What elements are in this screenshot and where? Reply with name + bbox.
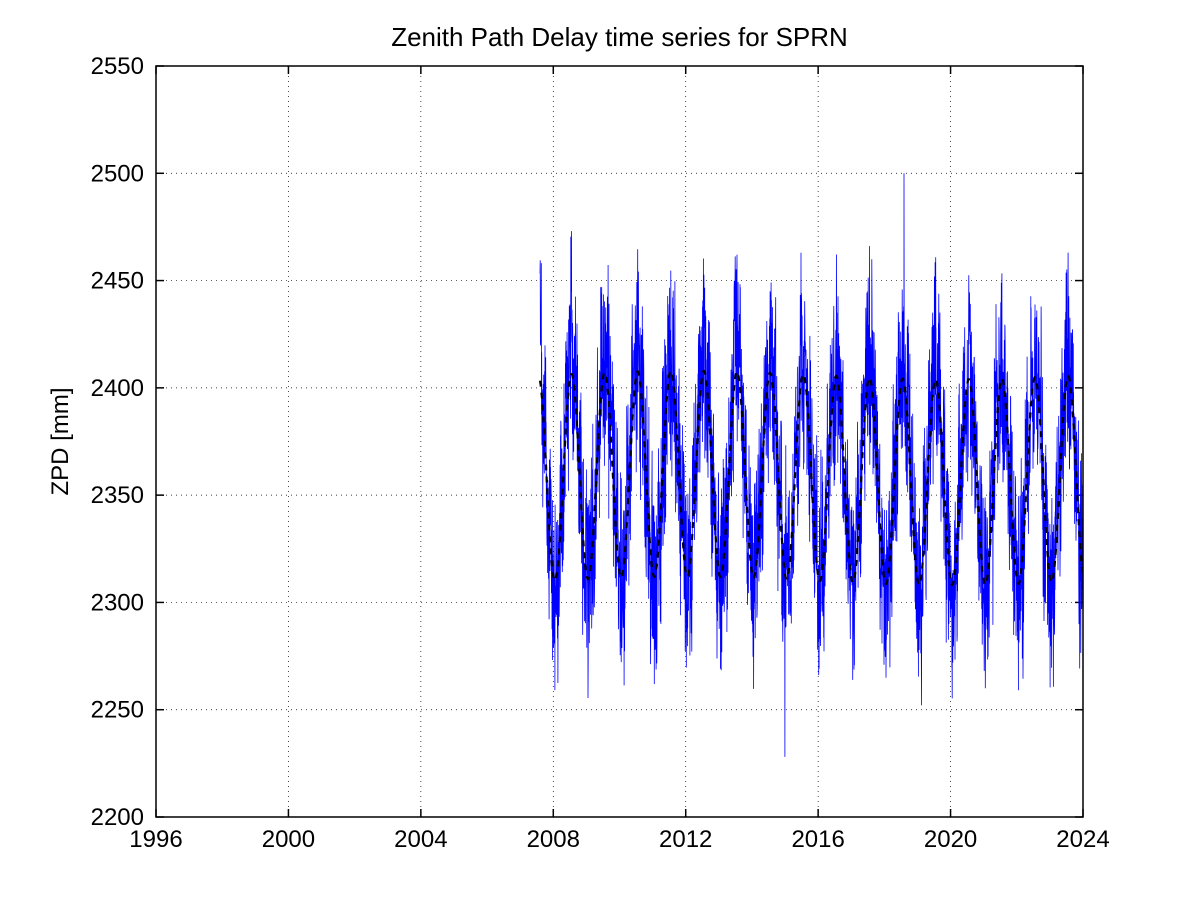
y-tick-labels: 2200 2250 2300 2350 2400 2450 2500 2550 [91,53,144,831]
y-tick: 2550 [91,53,144,80]
x-tick-labels: 19962000200420082012201620202024 [129,826,1109,853]
chart-title: Zenith Path Delay time series for SPRN [391,22,848,52]
y-tick: 2450 [91,268,144,295]
x-tick: 2016 [791,826,844,853]
y-axis-label: ZPD [mm] [47,388,74,496]
y-tick: 2350 [91,482,144,509]
y-tick: 2200 [91,804,144,831]
y-tick: 2400 [91,375,144,402]
x-tick: 2024 [1056,826,1109,853]
x-tick: 2004 [394,826,447,853]
chart-container: 19962000200420082012201620202024 2200225… [0,0,1201,901]
y-tick: 2250 [91,697,144,724]
x-tick: 2012 [659,826,712,853]
x-tick: 2008 [527,826,580,853]
x-tick: 2020 [924,826,977,853]
y-tick: 2300 [91,589,144,616]
timeseries-chart: 19962000200420082012201620202024 2200225… [0,0,1201,901]
x-tick: 2000 [262,826,315,853]
y-tick: 2500 [91,160,144,187]
